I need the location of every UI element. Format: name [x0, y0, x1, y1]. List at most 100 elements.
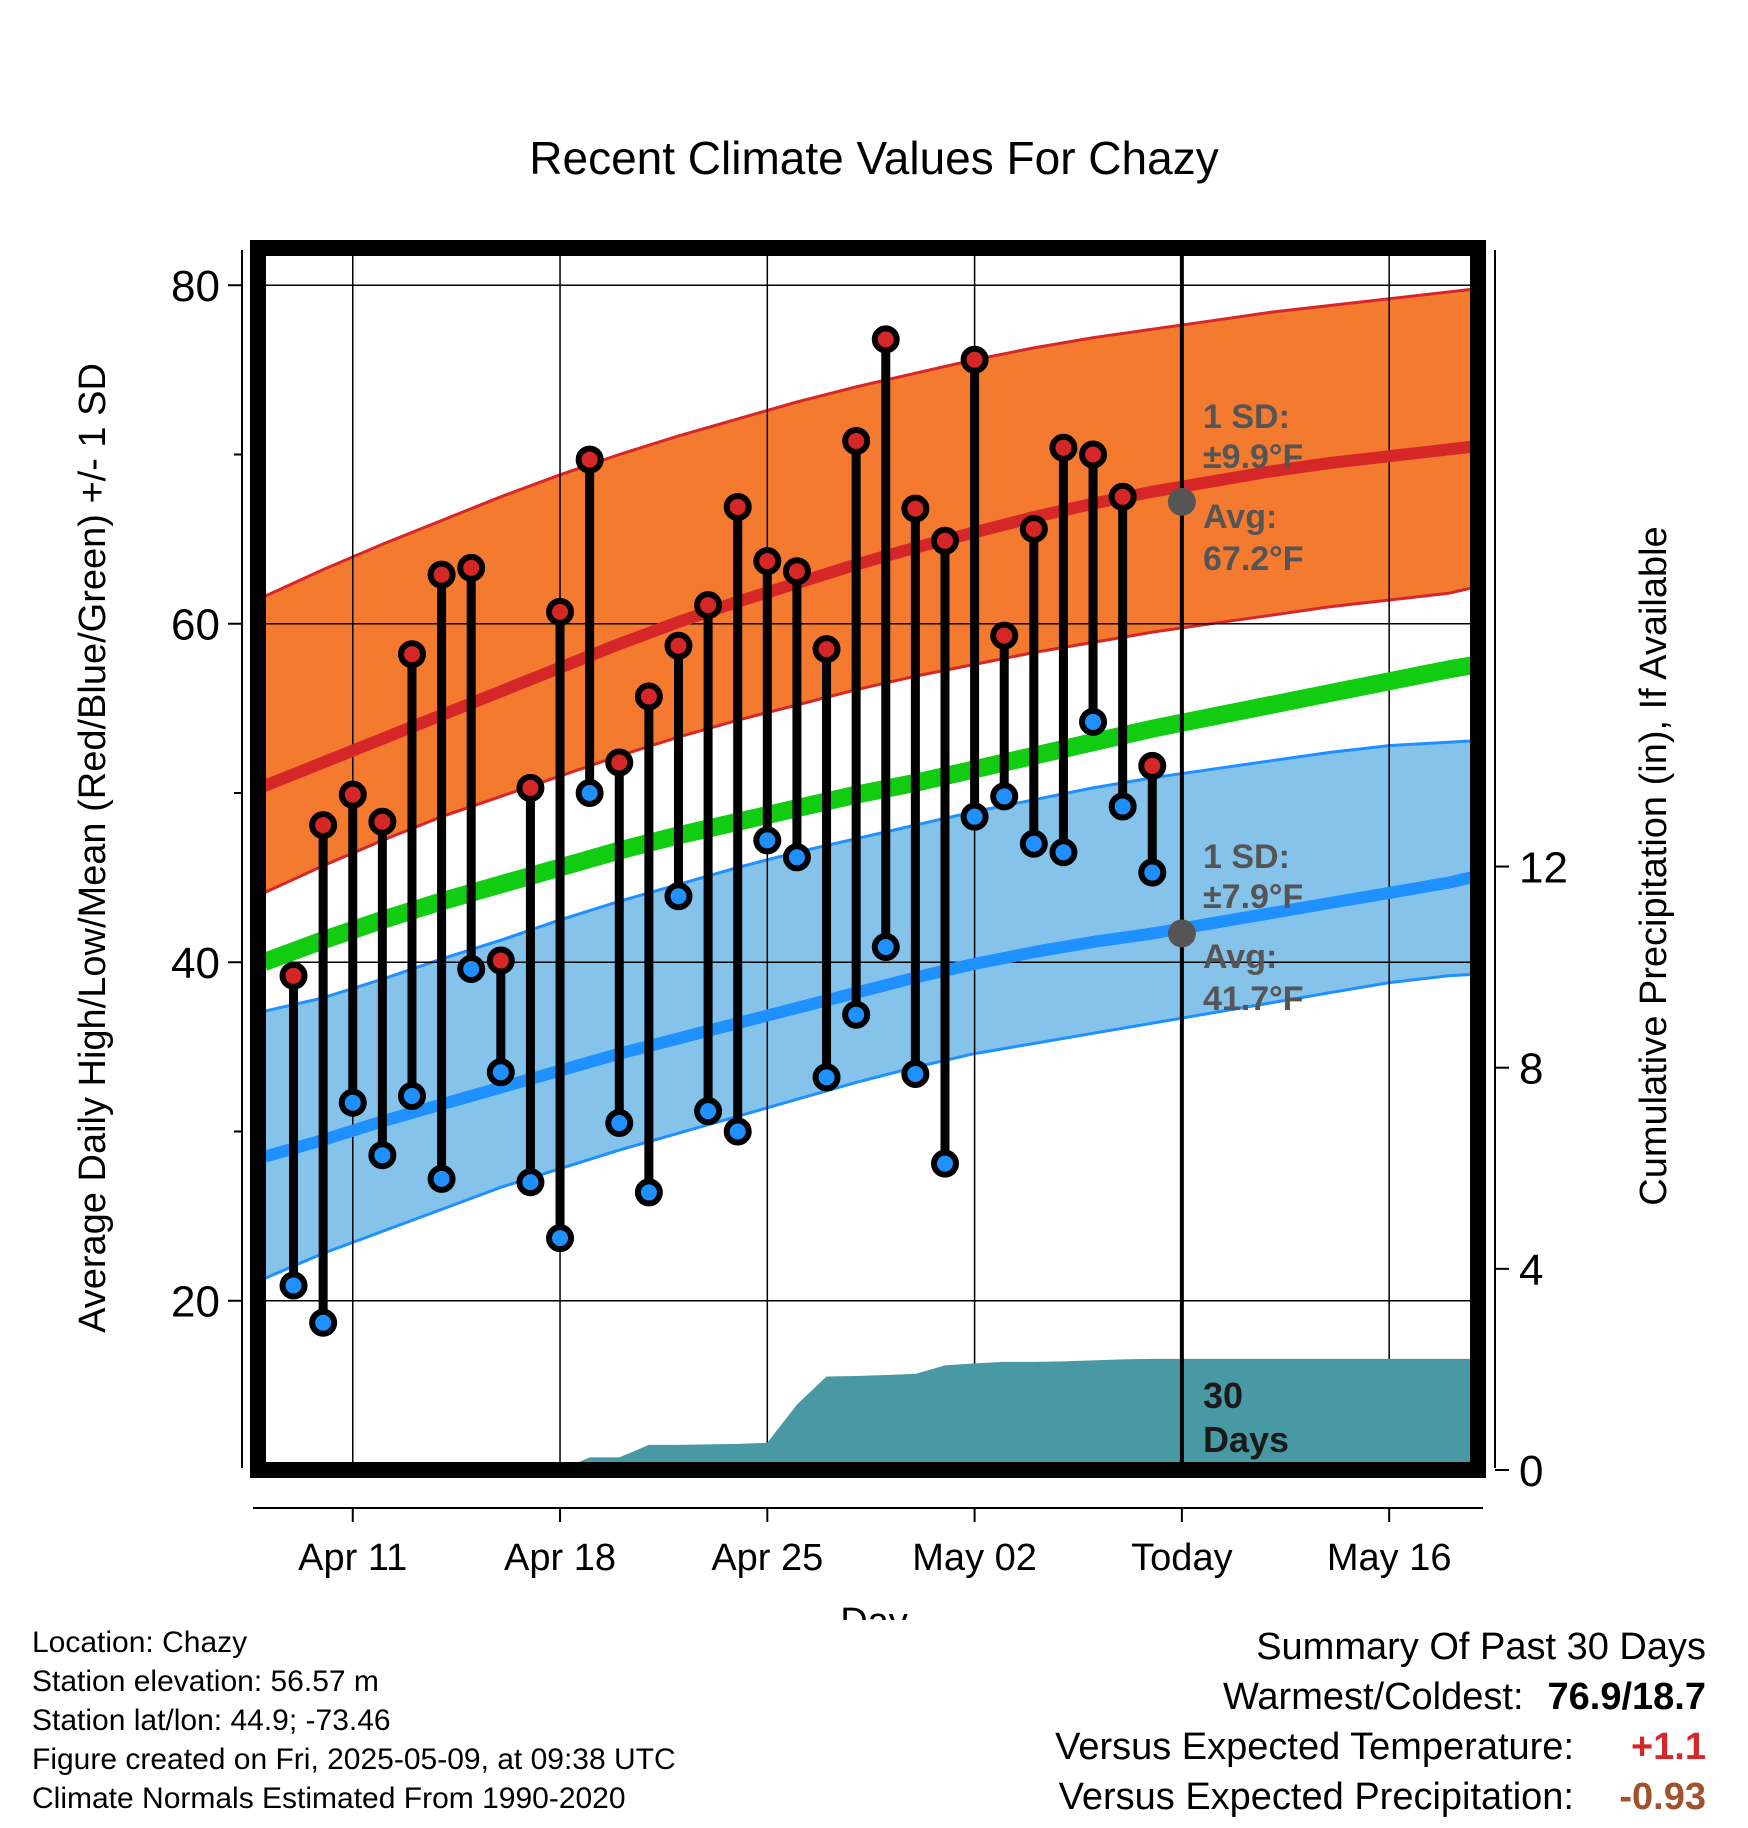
y-axis-label-left: Average Daily High/Low/Mean (Red/Blue/Gr…: [72, 363, 114, 1333]
low-avg-value: 41.7°F: [1203, 980, 1304, 1018]
summary-title: Summary Of Past 30 Days: [1256, 1626, 1706, 1668]
low-temp-point: [575, 778, 604, 807]
precip-days-label-2: Days: [1203, 1419, 1289, 1460]
x-tick-label: Apr 25: [711, 1537, 823, 1579]
y-tick-label-left: 20: [171, 1278, 220, 1327]
high-temp-point: [1019, 514, 1048, 543]
precipitation-area: [560, 1358, 1478, 1470]
y-tick-label-right: 4: [1519, 1246, 1543, 1295]
high-temp-point: [309, 811, 338, 840]
low-temp-point: [753, 826, 782, 855]
high-temp-point: [960, 345, 989, 374]
high-sd-label: 1 SD:: [1203, 398, 1290, 436]
today-marker: [1167, 248, 1196, 1470]
axes: Apr 11 Apr 18 Apr 25 May 02 Today May 1620406…: [171, 250, 1568, 1579]
high-avg-value: 67.2°F: [1203, 540, 1304, 578]
y-axis-label-right: Cumulative Precipitation (in), If Availa…: [1633, 526, 1675, 1205]
high-temp-point: [397, 640, 426, 669]
precipitation-anomaly-value: -0.93: [1619, 1776, 1706, 1818]
high-temp-point: [812, 635, 841, 664]
high-temp-point: [279, 961, 308, 990]
x-tick-label: May 02: [912, 1537, 1037, 1579]
high-temp-point: [368, 807, 397, 836]
high-normal-band: [263, 288, 1478, 893]
high-temp-point: [427, 560, 456, 589]
low-temp-point: [901, 1059, 930, 1088]
temperature-anomaly-value: +1.1: [1630, 1726, 1706, 1768]
high-temp-point: [1049, 433, 1078, 462]
temperature-anomaly-label: Versus Expected Temperature:: [1055, 1726, 1574, 1768]
high-avg-label: Avg:: [1203, 498, 1277, 536]
low-temp-point: [546, 1224, 575, 1253]
low-temp-point: [990, 782, 1019, 811]
low-temp-point: [516, 1168, 545, 1197]
high-temp-point: [1138, 751, 1167, 780]
low-temp-point: [634, 1178, 663, 1207]
low-temp-point: [368, 1141, 397, 1170]
high-temp-point: [930, 526, 959, 555]
low-temp-point: [605, 1109, 634, 1138]
low-temp-point: [842, 1000, 871, 1029]
y-tick-label-right: 8: [1519, 1045, 1543, 1094]
high-temp-point: [753, 547, 782, 576]
today-high-avg-dot: [1167, 487, 1196, 516]
high-temp-point: [546, 597, 575, 626]
high-temp-point: [1108, 482, 1137, 511]
high-temp-point: [901, 494, 930, 523]
created-text: Figure created on Fri, 2025-05-09, at 09…: [32, 1743, 676, 1776]
precipitation-anomaly-row: Versus Expected Precipitation: -0.93: [1055, 1772, 1706, 1822]
normal-annotations: 1 SD: ±9.9°F Avg: 67.2°F 1 SD: ±7.9°F Av…: [1203, 398, 1304, 1460]
high-temp-point: [723, 492, 752, 521]
high-temp-point: [664, 631, 693, 660]
low-temp-point: [930, 1149, 959, 1178]
y-tick-label-right: 0: [1519, 1447, 1543, 1496]
today-low-avg-dot: [1167, 919, 1196, 948]
precipitation-anomaly-label: Versus Expected Precipitation:: [1058, 1776, 1574, 1818]
high-temp-point: [338, 780, 367, 809]
low-temp-point: [812, 1063, 841, 1092]
high-temp-point: [516, 773, 545, 802]
low-temp-point: [871, 933, 900, 962]
high-temp-point: [457, 553, 486, 582]
low-sd-value: ±7.9°F: [1203, 878, 1303, 916]
low-temp-point: [279, 1271, 308, 1300]
daily-points: [279, 325, 1167, 1337]
y-tick-label-right: 12: [1519, 844, 1568, 893]
high-temp-point: [782, 557, 811, 586]
warmest-coldest-label: Warmest/Coldest:: [1222, 1676, 1524, 1718]
low-temp-point: [1079, 707, 1108, 736]
elevation-text: Station elevation: 56.57 m: [32, 1665, 379, 1698]
x-tick-label: Apr 11: [298, 1537, 407, 1579]
normal-low-line: [262, 870, 1480, 1163]
warmest-coldest-row: Warmest/Coldest: 76.9/18.7: [1055, 1672, 1706, 1722]
y-tick-label-left: 60: [171, 601, 220, 650]
y-tick-label-left: 80: [171, 262, 220, 311]
normals-text: Climate Normals Estimated From 1990-2020: [32, 1782, 626, 1815]
low-temp-point: [694, 1097, 723, 1126]
latlon-text: Station lat/lon: 44.9; -73.46: [32, 1704, 391, 1737]
temperature-anomaly-row: Versus Expected Temperature: +1.1: [1055, 1722, 1706, 1772]
low-temp-point: [397, 1081, 426, 1110]
plot-border: [250, 240, 1486, 1478]
low-temp-point: [486, 1058, 515, 1087]
low-temp-point: [1108, 792, 1137, 821]
low-temp-point: [338, 1088, 367, 1117]
high-temp-point: [486, 946, 515, 975]
high-temp-point: [842, 426, 871, 455]
high-temp-point: [605, 748, 634, 777]
high-temp-point: [871, 325, 900, 354]
low-temp-point: [960, 802, 989, 831]
low-temp-point: [1019, 829, 1048, 858]
low-normal-lower-edge: [263, 972, 1479, 1281]
high-sd-value: ±9.9°F: [1203, 438, 1303, 476]
warmest-coldest-value: 76.9/18.7: [1547, 1676, 1706, 1718]
low-temp-point: [309, 1308, 338, 1337]
chart-title: Recent Climate Values For Chazy: [529, 132, 1218, 184]
climate-chart: Recent Climate Values For Chazy 1 SD: ±9…: [72, 132, 1675, 1620]
x-tick-label: Apr 18: [504, 1537, 616, 1579]
low-temp-point: [1049, 838, 1078, 867]
location-text: Location: Chazy: [32, 1626, 248, 1659]
low-temp-point: [664, 882, 693, 911]
low-temp-point: [1138, 858, 1167, 887]
high-temp-point: [694, 591, 723, 620]
